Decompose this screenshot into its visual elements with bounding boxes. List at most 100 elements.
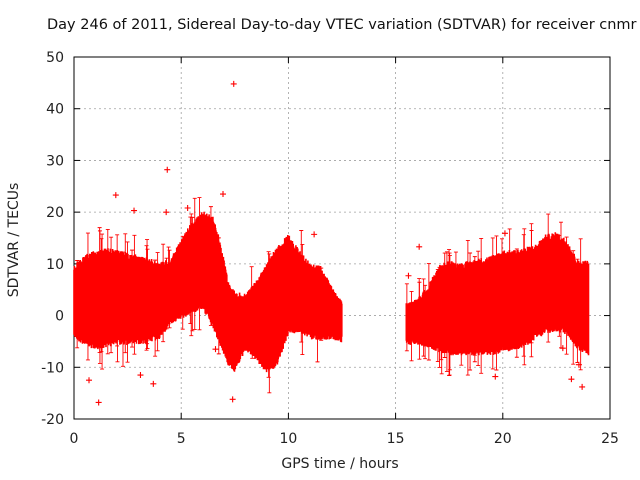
y-tick-label: -20 [41,412,64,428]
segment-2-whisker [453,251,458,354]
segment-1-whisker [105,228,110,355]
outlier-point [164,166,171,173]
segment-2-whisker [459,264,464,366]
segment-1-whisker [120,251,125,367]
x-tick-label: 25 [601,431,619,447]
y-tick-label: 0 [55,309,64,325]
segment-2-whisker [507,228,512,350]
outlier-point [150,380,157,387]
segment-1-whisker [189,213,194,337]
segment-2-whisker [417,281,422,360]
segment-2-whisker [404,283,409,352]
segment-1-whisker [100,233,105,370]
segment-1-whisker [300,244,305,355]
grid-lines [74,57,610,419]
outlier-point [163,209,170,216]
segment-1-whisker [123,233,128,354]
segment-1-whisker [267,253,272,394]
segment-2-whisker [439,265,444,361]
segment-2-whisker [435,269,440,363]
segment-1-whisker [192,197,197,330]
segment-2-whisker [490,237,495,370]
outlier-point [86,377,93,384]
segment-2-whisker [521,234,526,357]
segment-1-whisker [250,288,255,359]
segment-1-whisker [97,230,102,364]
outlier-point [95,399,102,406]
segment-2-whisker [442,252,447,358]
outlier-point [229,396,236,403]
outlier-point [405,272,412,279]
x-tick-label: 20 [494,431,512,447]
y-tick-label: 20 [46,205,64,221]
outlier-point [568,376,575,383]
segment-2-whisker [578,238,583,371]
outlier-point [416,243,423,250]
outlier-point [579,383,586,390]
outlier-point [501,230,508,237]
segment-1-whisker [130,249,135,348]
x-tick-label: 0 [70,431,79,447]
outlier-point [131,207,138,214]
y-tick-label: -10 [41,360,64,376]
segment-2-whisker [447,249,452,377]
y-tick-label: 10 [46,257,64,273]
segment-2-whisker [500,238,505,351]
outlier-point [575,361,582,368]
chart-title: Day 246 of 2011, Sidereal Day-to-day VTE… [47,17,637,33]
segment-1-whisker [249,266,254,354]
segment-1-whisker [75,260,80,349]
segment-2-fill [406,238,589,349]
segment-1-whisker [109,236,114,354]
segment-1-whisker [161,243,166,343]
segment-1-whisker [144,245,149,351]
segment-1-whisker [132,234,137,355]
segment-2-whisker [444,251,449,372]
segment-2-whisker [472,256,477,363]
outlier-point [112,192,119,199]
segment-2-whisker [421,278,426,357]
segment-2-whisker [465,239,470,376]
x-tick-label: 15 [387,431,405,447]
segment-1-whisker [319,267,324,341]
tick-labels: 0 5 10 15 20 25 -20 -10 0 10 20 30 40 50 [41,50,619,447]
outlier-point [230,80,237,87]
outlier-point [137,372,144,379]
segment-1-whisker [266,251,271,378]
segment-1-whisker [167,249,172,329]
segment-2-whisker [476,250,481,367]
x-tick-label: 10 [279,431,297,447]
outlier-point [311,231,318,238]
plot-border [73,56,611,420]
y-tick-label: 40 [46,102,64,118]
segment-2-whisker [546,213,551,343]
segment-2-whisker [514,248,519,358]
segment-1-whisker [115,251,120,363]
y-axis-label: SDTVAR / TECUs [6,182,22,298]
segment-1-whisker [164,257,169,330]
outlier-point [492,373,499,380]
outlier-point [184,205,191,212]
segment-2-whisker [409,290,414,362]
segment-1-whisker [125,241,130,363]
segment-2-whisker [522,228,527,366]
segment-2-whisker [557,235,562,337]
segment-2-whisker [468,252,473,371]
y-tick-label: 30 [46,153,64,169]
outlier-point [220,191,227,198]
axis-ticks [73,56,611,420]
x-axis-label: GPS time / hours [281,456,399,472]
segment-2-whisker [564,236,569,355]
segment-1-whisker [216,237,221,355]
segment-2-whisker [426,263,431,361]
data-series [73,80,590,406]
segment-1-whisker [180,235,185,330]
segment-1-whisker [315,265,320,363]
outlier-point [212,346,219,353]
segment-1-whisker [99,238,104,353]
outlier-point [559,345,566,352]
segment-1-whisker [145,239,150,345]
segment-2-whisker [571,250,576,365]
segment-1-fill [74,217,342,367]
